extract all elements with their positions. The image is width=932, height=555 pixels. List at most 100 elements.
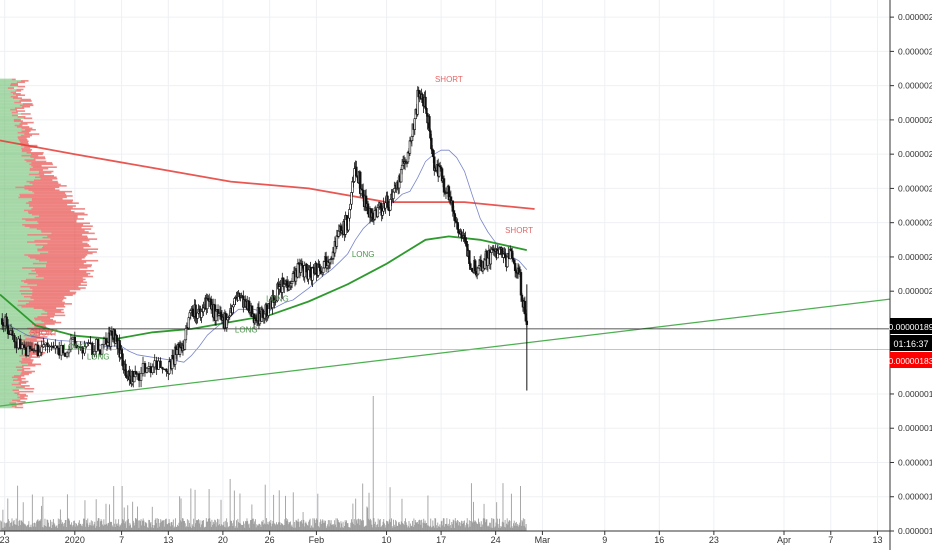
price-series (1, 86, 529, 391)
candle-body (137, 373, 141, 381)
volume-profile-bar (0, 221, 38, 223)
volume-profile-bar (0, 105, 23, 108)
volume-profile-bar (0, 111, 12, 114)
volume-profile-bar (0, 236, 43, 239)
volume-profile-bar (20, 339, 37, 341)
volume-profile-bar (0, 190, 33, 193)
volume-profile-bar (40, 229, 85, 232)
price-labels: 0.00000189 01:16:37 0.00000183 (889, 318, 932, 368)
time-tick-label: 20 (218, 535, 228, 545)
volume-profile-bar (24, 187, 55, 190)
reference-price-badge (890, 352, 932, 368)
volume-profile-bar (0, 203, 30, 206)
volume-profile-bar (0, 269, 32, 272)
volume-profile-bar (43, 245, 91, 248)
volume-profile-bar (10, 91, 17, 94)
volume-profile-bar (24, 387, 35, 390)
volume-profile-bar (28, 255, 86, 258)
volume-profile-bar (0, 235, 48, 238)
volume-profile-bar (0, 298, 34, 301)
price-tick-label: 0.00000270 (898, 46, 932, 56)
volume-profile-bar (0, 249, 38, 252)
volume-profile-bar (0, 239, 35, 242)
volume-profile-bar (0, 144, 21, 147)
candle-body (32, 349, 36, 352)
volume-profile-bar (0, 294, 32, 297)
volume-profile-bar (0, 228, 37, 230)
volume-profile-bar (0, 199, 32, 202)
candle-body (348, 209, 351, 219)
volume-profile-bar (29, 340, 45, 343)
candle-body (85, 342, 88, 347)
candle-body (13, 335, 16, 343)
candle-body (87, 342, 90, 344)
volume-profile-bar (0, 124, 15, 127)
volume-profile-bar (32, 288, 81, 291)
volume-profile-bar (38, 333, 55, 335)
volume-profile-bar (21, 147, 31, 150)
volume-profile-bar (0, 206, 33, 209)
volume-profile-bar (34, 318, 54, 321)
volume-profile-bar (17, 136, 30, 138)
volume-profile-bar (16, 126, 30, 128)
volume-profile-bar (0, 157, 34, 160)
volume-profile-bar (22, 367, 31, 370)
volume-profile-bar (0, 330, 33, 333)
volume-profile-bar (0, 323, 32, 325)
volume-profile-bar (15, 366, 24, 368)
volume-profile-bar (0, 151, 27, 154)
candle-body (149, 366, 153, 373)
volume-profile-bar (0, 376, 12, 379)
volume-profile-bar (0, 242, 48, 245)
volume-profile-bar (39, 175, 54, 177)
volume-profile-bar (0, 261, 47, 263)
volume-profile-bar (0, 117, 24, 120)
candle-body (11, 330, 14, 336)
candle-body (307, 269, 310, 280)
volume-profile-bar (33, 179, 53, 181)
volume-profile-bar (0, 267, 23, 269)
volume-profile-bar (30, 297, 67, 299)
volume-profile-bar (12, 389, 19, 392)
volume-profile-bar (27, 327, 47, 330)
volume-profile-bar (0, 367, 23, 370)
candle-body (139, 373, 143, 381)
volume-profile-bar (21, 149, 33, 151)
volume-profile-bar (28, 272, 91, 275)
candle-body (110, 330, 114, 336)
volume-profile-bar (0, 192, 35, 194)
volume-profile-bar (20, 98, 31, 101)
volume-profile-bar (0, 252, 40, 255)
volume-profile-bar (26, 160, 47, 163)
volume-profile-bar (39, 252, 93, 255)
candle-body (5, 316, 8, 326)
candle-body (26, 345, 30, 356)
volume-profile-bar (0, 114, 12, 117)
volume-profile-bar (31, 162, 53, 164)
time-axis[interactable]: 23 2020 7 13 20 26 Feb 10 17 24 Mar 9 16 23 Apr 7 13 (0, 531, 883, 545)
volume-profile-bar (0, 389, 13, 392)
volume-profile-bar (0, 85, 18, 88)
price-axis[interactable]: 0.00000280 0.00000270 0.00000260 0.00000250… (890, 12, 932, 536)
volume-profile-bar (20, 285, 79, 288)
volume-profile-bar (14, 403, 23, 406)
volume-profile-bar (10, 95, 18, 98)
volume-profile-bar (17, 116, 26, 118)
volume-profile-bar (38, 259, 99, 262)
volume-profile-bar (0, 353, 25, 356)
volume-profile-bar (0, 108, 11, 111)
volume-profile-bar (37, 249, 89, 252)
volume-profile-bar (0, 375, 14, 377)
volume-profile-bar (0, 400, 18, 403)
volume-profile-bar (0, 343, 22, 345)
volume-profile-bar (37, 316, 55, 318)
volume-profile-bar (0, 120, 14, 122)
volume-profile-bar (35, 258, 82, 261)
volume-profile-bar (21, 150, 31, 153)
volume-profile-bar (0, 84, 11, 86)
volume-profile-bar (34, 317, 51, 320)
volume-profile-bar (0, 173, 29, 176)
volume-profile-bar (19, 290, 70, 292)
